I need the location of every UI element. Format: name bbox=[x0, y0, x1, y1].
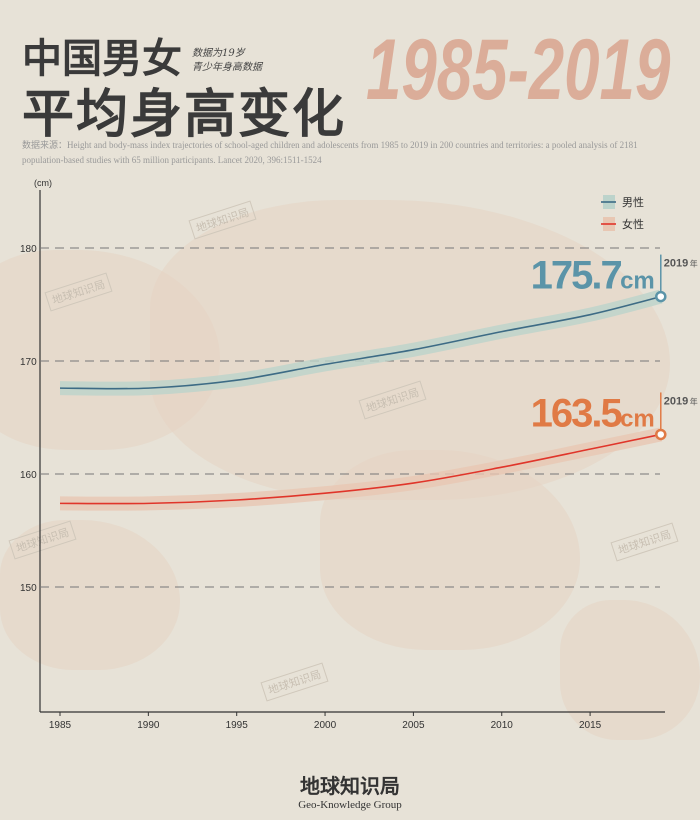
map-shape bbox=[560, 600, 700, 740]
y-tick-label: 150 bbox=[20, 583, 37, 594]
end-year-suffix: 年 bbox=[690, 396, 698, 406]
footer-name: Geo-Knowledge Group bbox=[298, 799, 402, 811]
year-range-background: 1985-2019 bbox=[366, 22, 671, 118]
y-axis-label: (cm) bbox=[34, 178, 52, 188]
y-tick-label: 180 bbox=[20, 244, 37, 255]
legend-label: 男性 bbox=[622, 195, 644, 209]
map-shape bbox=[0, 520, 180, 670]
x-tick-label: 2010 bbox=[491, 720, 514, 731]
y-tick-label: 160 bbox=[20, 470, 37, 481]
end-year-label: 2019 bbox=[664, 395, 688, 407]
x-tick-label: 2015 bbox=[579, 720, 602, 731]
end-year-suffix: 年 bbox=[690, 259, 698, 269]
x-tick-label: 1985 bbox=[49, 720, 72, 731]
end-year-label: 2019 bbox=[664, 258, 688, 270]
subtitle-line2: 青少年身高数据 bbox=[192, 62, 262, 73]
title-line2: 平均身高变化 bbox=[22, 84, 347, 145]
end-point-marker bbox=[655, 290, 667, 303]
confidence-band-1 bbox=[59, 427, 663, 511]
legend-label: 女性 bbox=[622, 217, 644, 231]
end-value-unit: cm bbox=[620, 405, 655, 432]
series-line-0 bbox=[59, 295, 661, 390]
end-value-label: 175.7 bbox=[531, 254, 622, 298]
end-value-unit: cm bbox=[620, 268, 655, 295]
end-point-marker bbox=[655, 428, 667, 441]
footer: 地球知识局 Geo-Knowledge Group bbox=[0, 770, 700, 811]
footer-logo: 地球知识局 bbox=[300, 774, 400, 798]
confidence-band-0 bbox=[59, 289, 663, 396]
subtitle-line1: 数据为19岁 bbox=[192, 48, 245, 59]
y-tick-label: 170 bbox=[20, 357, 37, 368]
x-tick-label: 1990 bbox=[137, 720, 160, 731]
x-tick-label: 2000 bbox=[314, 720, 337, 731]
data-source: 数据来源：Height and body-mass index trajecto… bbox=[22, 140, 638, 165]
end-value-label: 163.5 bbox=[531, 391, 623, 435]
series-line-1 bbox=[59, 433, 661, 505]
title-line1: 中国男女 bbox=[22, 35, 182, 82]
x-tick-label: 2005 bbox=[402, 720, 425, 731]
x-tick-label: 1995 bbox=[226, 720, 249, 731]
